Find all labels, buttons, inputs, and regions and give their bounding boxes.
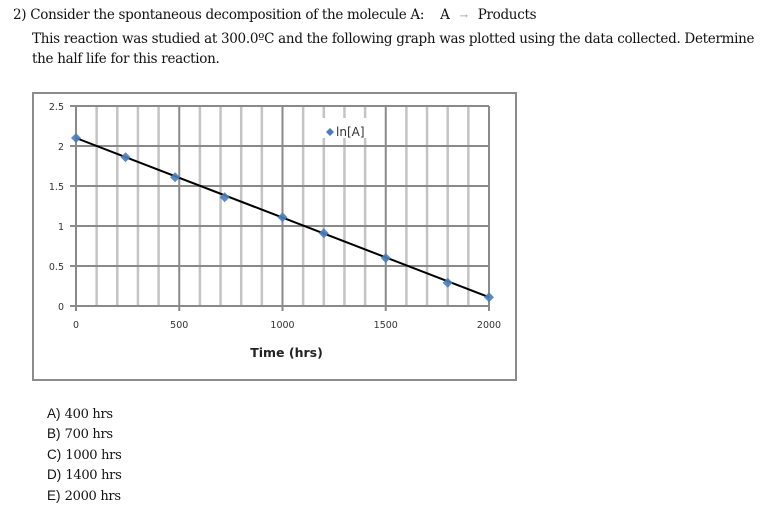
choice-c[interactable]: C) 1000 hrs xyxy=(47,446,122,463)
question-header: 2) Consider the spontaneous decompositio… xyxy=(13,7,537,23)
data-point-diamond-icon xyxy=(71,133,81,143)
product: Products xyxy=(477,7,537,23)
data-point-diamond-icon xyxy=(277,212,288,223)
x-tick-label: 500 xyxy=(170,320,188,331)
y-tick-label: 0.5 xyxy=(49,262,64,273)
x-tick-label: 0 xyxy=(73,320,79,331)
x-tick-label: 1000 xyxy=(270,320,294,331)
data-point-diamond-icon xyxy=(442,277,453,288)
data-point-diamond-icon xyxy=(120,152,131,163)
choice-e[interactable]: E) 2000 hrs xyxy=(47,487,121,504)
chart-container: 0 0.5 1 1.5 2 2.5 0 500 1000 1500 2000 Time (hrs) ln… xyxy=(32,92,517,381)
x-tick-label: 2000 xyxy=(477,320,501,331)
question-body-line: the half life for this reaction. xyxy=(32,51,220,67)
reactant: A xyxy=(440,7,450,23)
data-point-diamond-icon xyxy=(170,172,181,183)
x-axis-label: Time (hrs) xyxy=(250,345,323,360)
y-tick-label: 2.5 xyxy=(49,102,64,113)
choice-a[interactable]: A) 400 hrs xyxy=(47,406,113,422)
question-text: Consider the spontaneous decomposition o… xyxy=(30,7,425,23)
reaction-arrow-icon: → xyxy=(459,11,468,22)
choice-d[interactable]: D) 1400 hrs xyxy=(47,467,122,484)
legend-diamond-icon xyxy=(326,128,334,136)
answer-choices: A) 400 hrs B) 700 hrs C) 1000 hrs D) 140… xyxy=(47,404,122,506)
question-body-line: This reaction was studied at 300.0ºC and… xyxy=(32,31,755,47)
data-point-diamond-icon xyxy=(380,253,391,263)
y-tick-label: 1.5 xyxy=(49,182,64,193)
y-tick-label: 1 xyxy=(58,222,64,233)
data-point-diamond-icon xyxy=(484,292,494,303)
y-tick-label: 0 xyxy=(58,302,64,313)
data-point-diamond-icon xyxy=(219,192,230,203)
x-tick-label: 1500 xyxy=(374,320,398,331)
y-tick-label: 2 xyxy=(58,142,64,153)
question-number: 2) xyxy=(13,7,27,23)
legend-label: ln[A] xyxy=(336,125,365,139)
choice-b[interactable]: B) 700 hrs xyxy=(47,426,113,443)
data-point-diamond-icon xyxy=(318,228,329,239)
chart-plot: 0 0.5 1 1.5 2 2.5 0 500 1000 1500 2000 Time (hrs) ln… xyxy=(49,102,501,360)
